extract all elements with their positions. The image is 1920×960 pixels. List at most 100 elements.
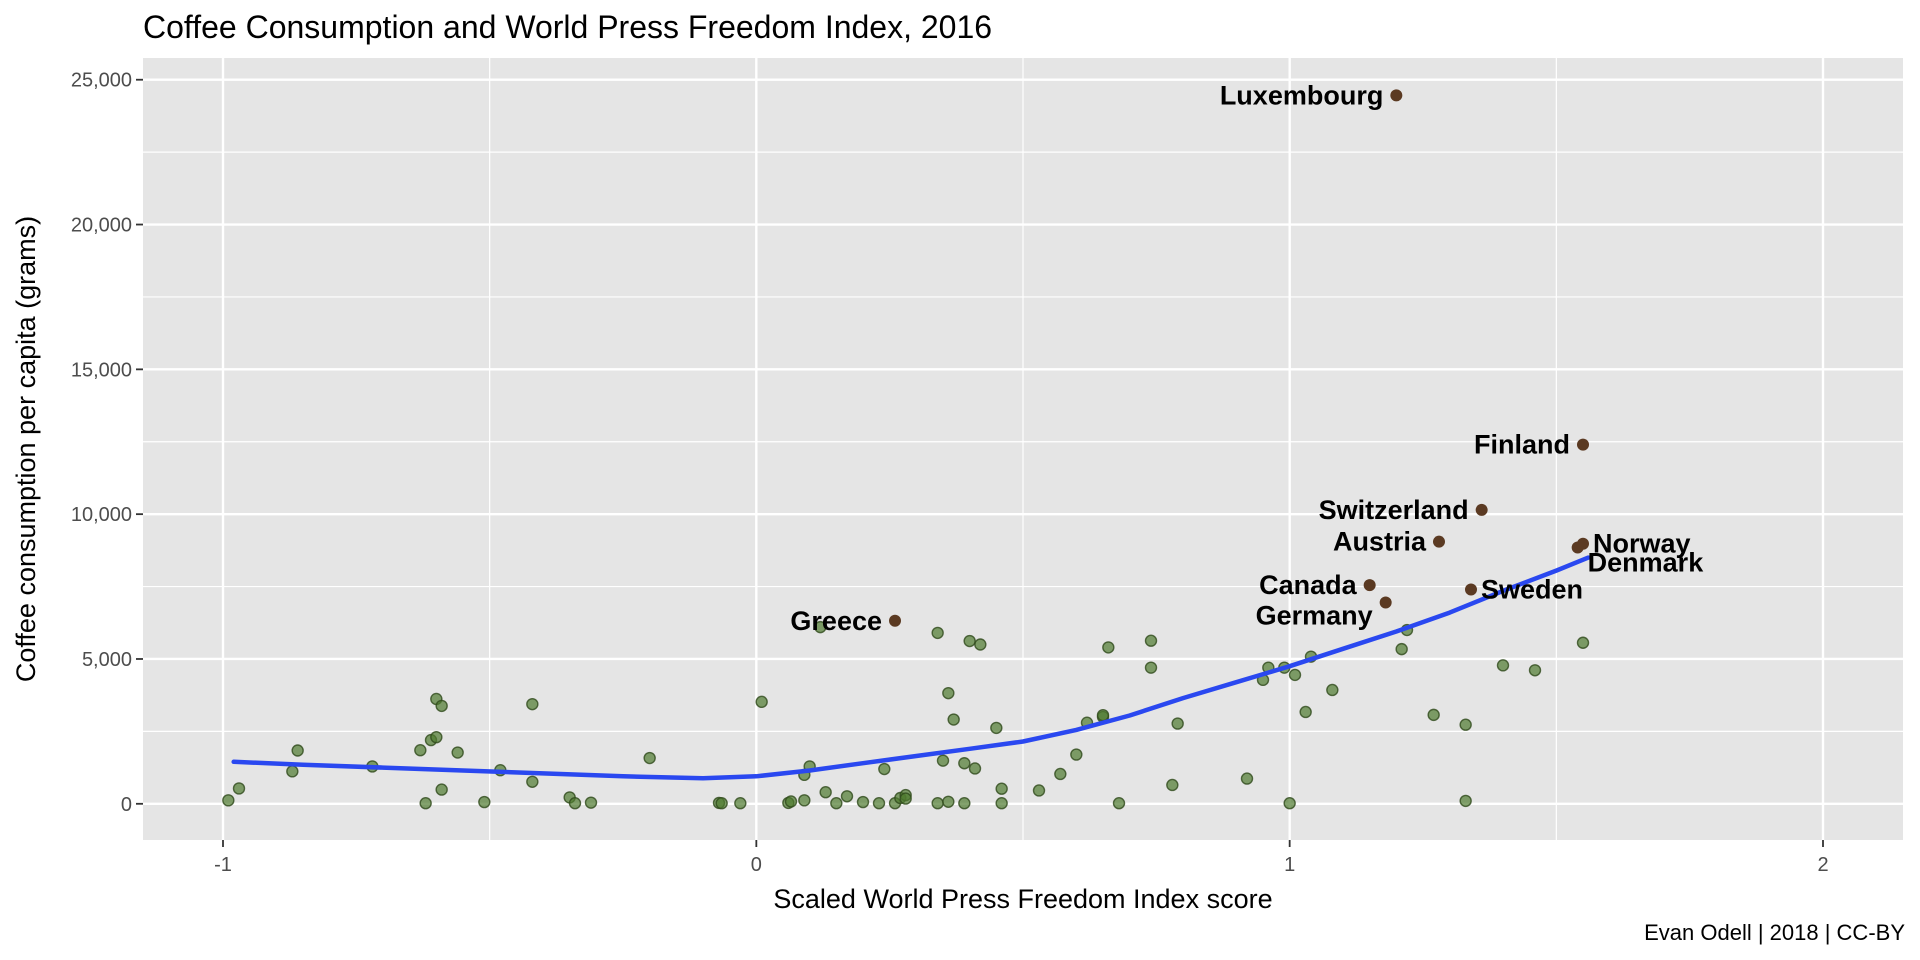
y-tick-label: 0 — [121, 794, 132, 816]
data-point — [942, 686, 955, 700]
smooth-line-group — [231, 555, 1591, 781]
data-point — [1459, 794, 1472, 808]
data-point — [1144, 661, 1158, 674]
chart-caption: Evan Odell | 2018 | CC-BY — [1644, 920, 1905, 945]
data-point — [419, 797, 432, 810]
data-point — [784, 795, 798, 808]
data-point — [1171, 717, 1184, 730]
data-point — [430, 730, 443, 744]
data-point — [798, 794, 811, 807]
data-point — [1054, 767, 1067, 781]
data-point — [974, 638, 987, 651]
data-point — [872, 797, 886, 810]
country-label: Germany — [1256, 601, 1373, 631]
data-point — [958, 757, 971, 770]
grid-lines — [143, 58, 1903, 840]
data-point — [478, 795, 491, 809]
data-point — [814, 620, 827, 634]
data-point — [963, 634, 976, 648]
data-point — [1283, 797, 1296, 810]
data-point — [232, 782, 246, 795]
data-point — [755, 695, 768, 709]
data-point — [715, 797, 728, 810]
country-label: Greece — [790, 606, 882, 636]
data-point — [1288, 668, 1302, 682]
data-point — [222, 794, 235, 807]
labelled-point — [1577, 438, 1589, 451]
chart-title: Coffee Consumption and World Press Freed… — [143, 9, 992, 45]
data-point — [1096, 708, 1110, 722]
data-point — [526, 775, 539, 788]
data-point — [1326, 683, 1339, 697]
data-point — [968, 762, 982, 775]
y-tick-label: 10,000 — [71, 504, 132, 526]
smooth-trend-line — [231, 555, 1591, 781]
y-tick-label: 5,000 — [82, 649, 132, 671]
axes: -1 0 1 2 0 5,000 10,000 15,000 20,000 25,000 — [71, 70, 1829, 876]
data-point — [990, 721, 1003, 735]
data-point — [931, 626, 944, 640]
data-point — [1427, 708, 1440, 722]
data-point — [1102, 641, 1115, 654]
data-point — [1299, 705, 1312, 719]
country-label: Switzerland — [1319, 495, 1469, 525]
data-point — [840, 790, 854, 803]
data-point — [1240, 772, 1254, 785]
data-point — [451, 746, 464, 759]
data-point — [819, 786, 832, 799]
data-point — [1166, 778, 1179, 792]
labelled-point — [889, 614, 901, 627]
data-point — [1395, 642, 1408, 656]
data-point — [1144, 634, 1158, 647]
data-point — [931, 797, 944, 810]
y-tick-label: 25,000 — [71, 70, 132, 92]
data-point — [414, 744, 427, 757]
labelled-point — [1390, 89, 1403, 102]
labelled-point — [1433, 535, 1445, 548]
data-point — [947, 713, 960, 726]
data-point — [1576, 636, 1590, 649]
country-label: Austria — [1333, 527, 1427, 557]
data-point — [435, 783, 448, 796]
labelled-point — [1475, 503, 1488, 516]
labelled-point — [1465, 583, 1477, 596]
labelled-point — [1363, 579, 1376, 592]
x-tick-label: -1 — [214, 854, 232, 876]
labelled-points — [889, 89, 1589, 627]
data-point — [584, 796, 598, 809]
labelled-point — [1571, 541, 1584, 554]
country-label: Sweden — [1481, 574, 1583, 604]
data-point — [958, 797, 971, 810]
data-point — [286, 765, 299, 778]
data-point — [936, 754, 950, 767]
data-point — [734, 797, 747, 810]
x-tick-label: 2 — [1817, 854, 1828, 876]
data-point — [942, 795, 955, 808]
labelled-point — [1379, 596, 1392, 609]
data-point — [856, 795, 870, 809]
x-tick-label: 0 — [751, 854, 762, 876]
data-point — [643, 751, 656, 765]
data-point — [899, 792, 912, 805]
country-label: Canada — [1259, 570, 1358, 600]
y-axis-title: Coffee consumption per capita (grams) — [11, 216, 41, 682]
data-point — [291, 744, 304, 757]
data-point — [1070, 748, 1083, 761]
data-point — [1459, 718, 1472, 731]
x-axis-title: Scaled World Press Freedom Index score — [773, 884, 1272, 914]
data-point — [995, 782, 1008, 795]
country-label: Norway — [1593, 529, 1691, 559]
data-point — [1496, 659, 1510, 672]
data-point — [1528, 664, 1542, 677]
data-point — [435, 699, 448, 713]
country-label: Finland — [1474, 430, 1570, 460]
data-point — [995, 797, 1008, 810]
data-point — [1112, 797, 1126, 810]
y-tick-label: 15,000 — [71, 359, 132, 381]
data-point — [878, 762, 891, 776]
data-point — [830, 797, 843, 810]
y-tick-label: 20,000 — [71, 215, 132, 237]
country-label: Denmark — [1588, 547, 1705, 577]
